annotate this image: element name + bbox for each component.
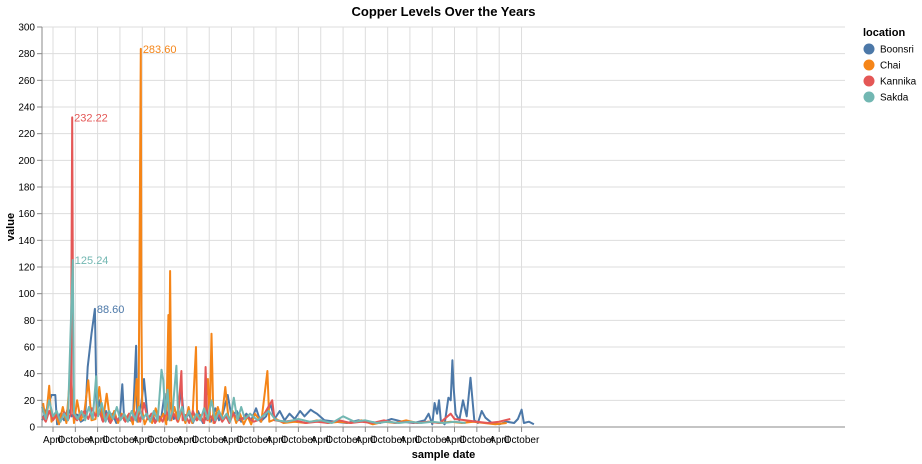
gridlines [42, 26, 845, 428]
x-tick-label: April [132, 435, 152, 446]
x-tick-label: April [444, 435, 464, 446]
y-tick-label: 200 [18, 156, 35, 167]
x-tick-label: October [191, 435, 227, 446]
legend-label-boonsri: Boonsri [880, 45, 914, 56]
peak-label-kannika: 232.22 [74, 112, 108, 124]
series-line-sakda [41, 259, 466, 424]
x-tick-label: April [177, 435, 197, 446]
x-tick-label: October [370, 435, 406, 446]
x-tick-label: October [58, 435, 94, 446]
x-tick-label: October [147, 435, 183, 446]
y-tick-label: 40 [24, 369, 36, 380]
peak-label-boonsri: 88.60 [97, 304, 125, 316]
x-tick-label: October [236, 435, 272, 446]
peak-label-chai: 283.60 [143, 44, 177, 56]
x-tick-label: April [266, 435, 286, 446]
y-tick-label: 120 [18, 263, 35, 274]
legend-title: location [863, 27, 905, 39]
series-line-kannika [41, 116, 511, 424]
y-tick-label: 160 [18, 209, 35, 220]
legend-swatch-sakda [863, 91, 875, 103]
x-tick-label: October [414, 435, 450, 446]
series-line-chai [42, 47, 507, 426]
x-tick-label: October [325, 435, 361, 446]
x-tick-label: October [459, 435, 495, 446]
x-tick-label: April [88, 435, 108, 446]
y-tick-label: 100 [18, 289, 35, 300]
peak-label-sakda: 125.24 [75, 255, 109, 267]
legend-swatch-boonsri [863, 43, 875, 55]
legend-label-kannika: Kannika [880, 77, 917, 88]
legend-swatch-kannika [863, 75, 875, 87]
legend: location Boonsri Chai Kannika Sakda [863, 27, 917, 104]
x-tick-label: April [43, 435, 63, 446]
y-tick-label: 80 [24, 316, 36, 327]
y-axis-title: value [5, 213, 17, 241]
y-tick-label: 60 [24, 343, 36, 354]
legend-label-sakda: Sakda [880, 93, 909, 104]
x-tick-label: April [311, 435, 331, 446]
x-tick-label: April [355, 435, 375, 446]
x-tick-label: April [400, 435, 420, 446]
y-tick-label: 240 [18, 103, 35, 114]
legend-label-chai: Chai [880, 61, 901, 72]
y-tick-label: 20 [24, 396, 36, 407]
chart-title: Copper Levels Over the Years [351, 4, 535, 19]
x-tick-label: October [281, 435, 317, 446]
y-tick-label: 140 [18, 236, 35, 247]
x-axis-title: sample date [412, 449, 476, 461]
x-tick-label: October [102, 435, 138, 446]
plot-series: 88.60 283.60 232.22 125.24 [41, 44, 535, 426]
x-tick-label: April [489, 435, 509, 446]
y-tick-label: 300 [18, 23, 35, 34]
x-tick-label: October [504, 435, 540, 446]
y-tick-label: 260 [18, 76, 35, 87]
y-tick-label: 0 [29, 423, 35, 434]
axes: 0 20 40 60 80 100 120 140 160 180 200 220 240 260 280 3… [18, 23, 845, 446]
legend-swatch-chai [863, 59, 875, 71]
y-tick-label: 280 [18, 49, 35, 60]
y-tick-label: 220 [18, 129, 35, 140]
x-tick-label: April [221, 435, 241, 446]
y-tick-label: 180 [18, 183, 35, 194]
